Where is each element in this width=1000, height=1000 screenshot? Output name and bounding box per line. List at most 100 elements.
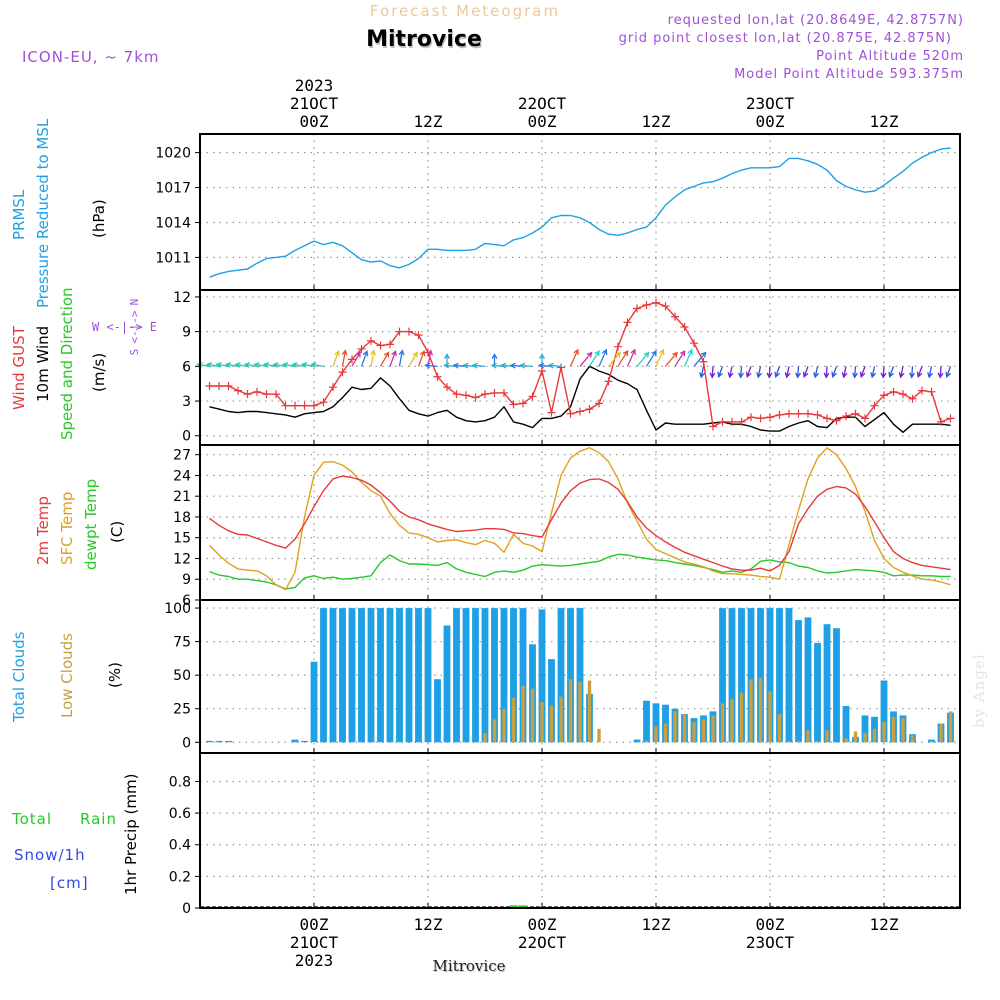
low-clouds-bar — [720, 703, 725, 743]
gust-marker — [462, 391, 470, 400]
total-clouds-bar — [633, 739, 641, 743]
low-clouds-bar — [948, 711, 953, 743]
low-clouds-bar — [673, 711, 677, 743]
total-clouds-bar — [291, 739, 299, 743]
model-label: ICON-EU, ~ 7km — [22, 48, 160, 66]
wind-panel: 0 3 6 9 12 — [173, 289, 961, 446]
top-time-label: 23OCT — [746, 94, 795, 113]
temperature-ytick-label: 6 — [182, 593, 191, 609]
wind-direction-arrow — [945, 366, 952, 378]
wind-direction-arrow — [360, 350, 369, 367]
wind-direction-arrow — [813, 366, 819, 379]
wind-direction-arrow — [645, 349, 657, 367]
wind10-series-line — [209, 365, 951, 433]
wind-direction-arrow — [655, 348, 665, 367]
top-time-label: 00Z — [528, 112, 557, 131]
pressure-ytick-label: 1011 — [155, 250, 191, 266]
gust-marker — [215, 382, 223, 391]
wind-direction-arrow — [547, 362, 562, 369]
precip-ytick-label: 0.6 — [169, 806, 191, 822]
gust-marker — [414, 331, 423, 340]
gust-marker — [433, 372, 442, 381]
precip-frame — [199, 752, 961, 909]
total-clouds-bar — [567, 608, 574, 743]
wind-unit-label: (m/s) — [90, 353, 108, 392]
wind-ytick-label: 9 — [182, 325, 191, 341]
wind-ytick-label: 6 — [182, 359, 191, 375]
low-clouds-bar — [492, 719, 497, 743]
total-clouds-bar — [776, 608, 783, 743]
pressure-unit-label: (hPa) — [90, 199, 108, 238]
wind-direction-arrow — [823, 366, 830, 379]
total-clouds-bar — [747, 608, 755, 743]
sfc-series-line — [208, 447, 951, 591]
gust-marker — [291, 401, 299, 410]
total-clouds-bar — [880, 680, 888, 743]
gust-marker — [576, 407, 584, 416]
t2m-label: 2m Temp — [34, 496, 52, 565]
gust-marker — [804, 409, 812, 418]
gust-marker — [509, 400, 518, 409]
bottom-time-label: 12Z — [414, 915, 443, 934]
wind-direction-arrow — [802, 366, 809, 378]
gust-marker — [595, 399, 603, 408]
pressure-msl-label: Pressure Reduced to MSL — [34, 118, 52, 308]
wind-direction-arrow — [519, 362, 533, 369]
low-clouds-bar — [682, 714, 687, 743]
precip-bar — [519, 905, 527, 908]
low-clouds-bar — [825, 730, 829, 743]
gust-marker — [376, 341, 385, 350]
total-clouds-bar — [329, 608, 337, 743]
dewpt-label: dewpt Temp — [82, 479, 100, 570]
wind-direction-arrow — [341, 349, 348, 367]
low-clouds-bar — [521, 685, 525, 743]
gust-marker — [861, 414, 869, 423]
gust-marker — [585, 405, 594, 414]
total-clouds-bar — [757, 608, 764, 743]
precip-snow-label: Snow/1h — [14, 846, 86, 864]
wind-direction-arrow — [332, 350, 340, 367]
precip-labels: Total Rain Snow/1h [cm] 1hr Precip (mm) — [11, 774, 140, 895]
total-clouds-bar — [358, 608, 365, 743]
gust-marker — [899, 390, 907, 399]
clouds-ytick-label: 0 — [182, 735, 191, 751]
clouds-panel: 0 25 50 75 100 — [164, 599, 961, 754]
wind-direction-arrow — [417, 350, 426, 367]
low-clouds-bar — [891, 716, 896, 743]
wind-direction-arrow — [272, 362, 286, 368]
low-clouds-bar — [540, 702, 544, 743]
clouds-ytick-label: 25 — [173, 702, 191, 718]
gust-marker — [633, 304, 641, 313]
total-clouds-bar — [785, 608, 793, 743]
wind-direction-arrow — [310, 362, 324, 368]
wind-direction-arrow — [370, 349, 377, 367]
total-clouds-bar — [415, 608, 422, 743]
gust-marker — [642, 301, 651, 310]
gust-marker — [253, 387, 261, 396]
gust-marker — [680, 323, 689, 332]
pressure-ytick-label: 1017 — [155, 181, 191, 197]
low-clouds-bar — [578, 681, 582, 743]
model-altitude: Model Point Altitude 593.375m — [734, 67, 964, 82]
wind-direction-arrow — [626, 348, 636, 367]
low-clouds-bar — [882, 722, 886, 743]
total-clouds-bar — [310, 661, 318, 743]
total-clouds-bar — [804, 617, 812, 743]
total-clouds-bar — [443, 625, 451, 743]
total-clouds-bar — [424, 608, 432, 743]
wind-direction-arrow — [674, 349, 686, 367]
bottom-time-label: 12Z — [642, 915, 671, 934]
temperature-ytick-label: 15 — [173, 531, 191, 547]
low-clouds-bar — [739, 692, 744, 743]
wind-direction-arrow — [852, 366, 858, 379]
watermark: by Angel — [970, 653, 988, 728]
low-clouds-bar — [872, 728, 877, 743]
wind-direction-arrow — [756, 366, 762, 379]
wind-direction-arrow — [693, 351, 707, 367]
wind-plot-area — [200, 290, 960, 445]
precip-unit-label: 1hr Precip (mm) — [122, 774, 140, 895]
prmsl-label: PRMSL — [10, 189, 28, 240]
total-clouds-bar — [339, 608, 346, 743]
gust-marker — [243, 390, 252, 399]
low-clouds-bar — [663, 723, 668, 743]
